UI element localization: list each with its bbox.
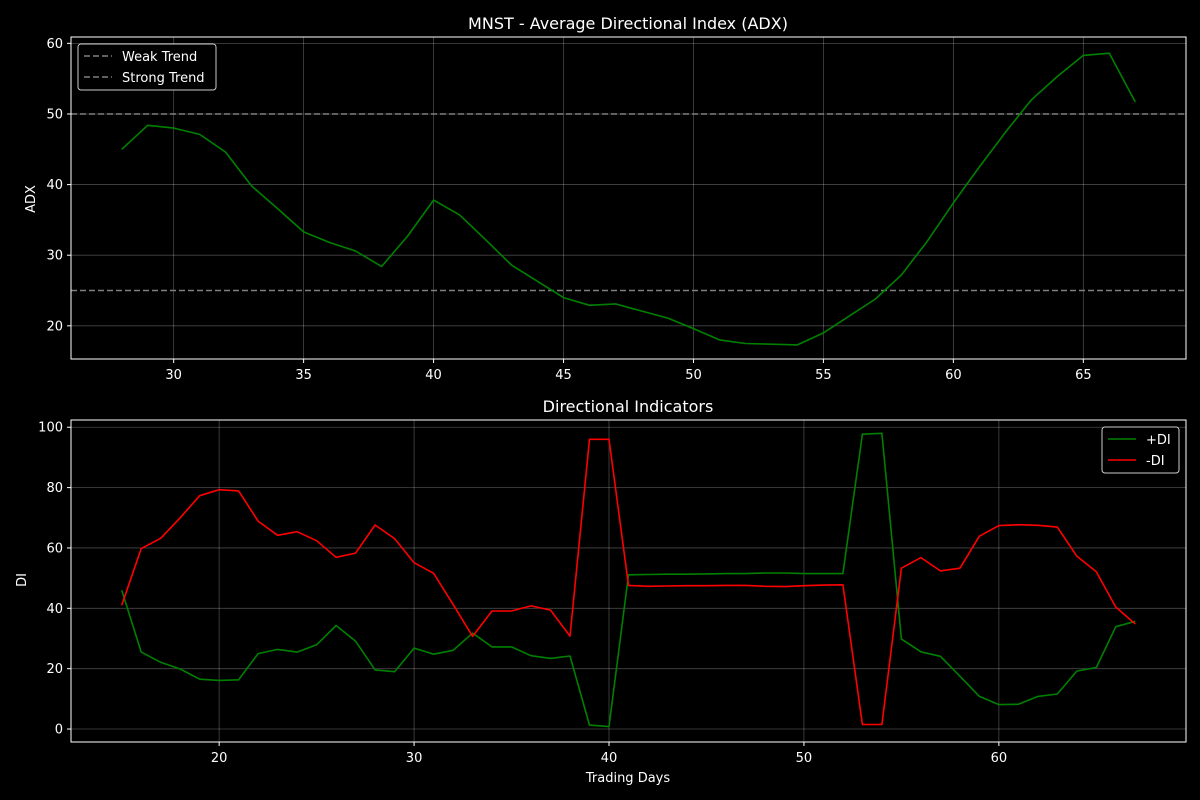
- di-legend: +DI -DI: [1101, 426, 1180, 474]
- adx-x-tick-label: 30: [165, 368, 182, 383]
- adx-x-tick-label: 45: [555, 368, 572, 383]
- legend-plus-di-label: +DI: [1146, 433, 1171, 448]
- adx-reference-lines: [71, 113, 1186, 292]
- adx-y-tick-label: 30: [46, 249, 63, 264]
- di-ticks: 20 30 40 50 60 0 20 40 60 80 100: [38, 421, 1007, 766]
- adx-y-axis-label: ADX: [24, 185, 39, 213]
- di-y-tick-label: 100: [38, 421, 63, 436]
- di-y-tick-label: 60: [46, 541, 63, 556]
- adx-x-tick-label: 65: [1075, 368, 1092, 383]
- adx-y-tick-label: 60: [46, 37, 63, 52]
- di-series-line-plus-di: [120, 432, 1136, 728]
- adx-y-tick-label: 20: [46, 319, 63, 334]
- adx-legend-box: [77, 43, 217, 91]
- di-y-tick-label: 0: [55, 723, 63, 738]
- di-plot-frame: [70, 419, 1187, 743]
- adx-series-line-adx: [121, 52, 1137, 346]
- adx-y-tick-label: 40: [46, 178, 63, 193]
- di-y-tick-label: 40: [46, 602, 63, 617]
- di-grid: [71, 420, 1186, 742]
- di-x-axis-label: Trading Days: [585, 771, 670, 786]
- di-y-tick-label: 80: [46, 481, 63, 496]
- legend-weak-trend-label: Weak Trend: [122, 50, 197, 65]
- adx-ticks: 30 35 40 45 50 55 60 65 20 30 40 50 60: [46, 37, 1091, 383]
- di-x-tick-label: 30: [406, 751, 423, 766]
- adx-grid: [71, 37, 1186, 359]
- adx-chart-title: MNST - Average Directional Index (ADX): [468, 14, 788, 33]
- adx-x-tick-label: 60: [945, 368, 962, 383]
- adx-x-tick-label: 40: [425, 368, 442, 383]
- di-x-tick-label: 60: [991, 751, 1008, 766]
- di-series-line-minus-di: [120, 438, 1136, 726]
- di-x-tick-label: 40: [601, 751, 618, 766]
- adx-x-tick-label: 35: [295, 368, 312, 383]
- di-y-tick-label: 20: [46, 662, 63, 677]
- di-chart-title: Directional Indicators: [543, 397, 714, 416]
- di-x-tick-label: 20: [211, 751, 228, 766]
- adx-series: [121, 52, 1137, 346]
- di-panel: Directional Indicators DI Trading Days 2…: [15, 397, 1187, 786]
- adx-plot-frame: [70, 36, 1187, 360]
- di-x-tick-label: 50: [796, 751, 813, 766]
- di-series: [120, 432, 1136, 728]
- di-y-axis-label: DI: [15, 573, 30, 587]
- adx-panel: MNST - Average Directional Index (ADX) A…: [24, 14, 1187, 383]
- adx-legend: Weak Trend Strong Trend: [77, 43, 217, 91]
- adx-x-tick-label: 55: [815, 368, 832, 383]
- adx-y-tick-label: 50: [46, 107, 63, 122]
- adx-x-tick-label: 50: [685, 368, 702, 383]
- legend-strong-trend-label: Strong Trend: [122, 71, 205, 86]
- legend-minus-di-label: -DI: [1146, 454, 1165, 469]
